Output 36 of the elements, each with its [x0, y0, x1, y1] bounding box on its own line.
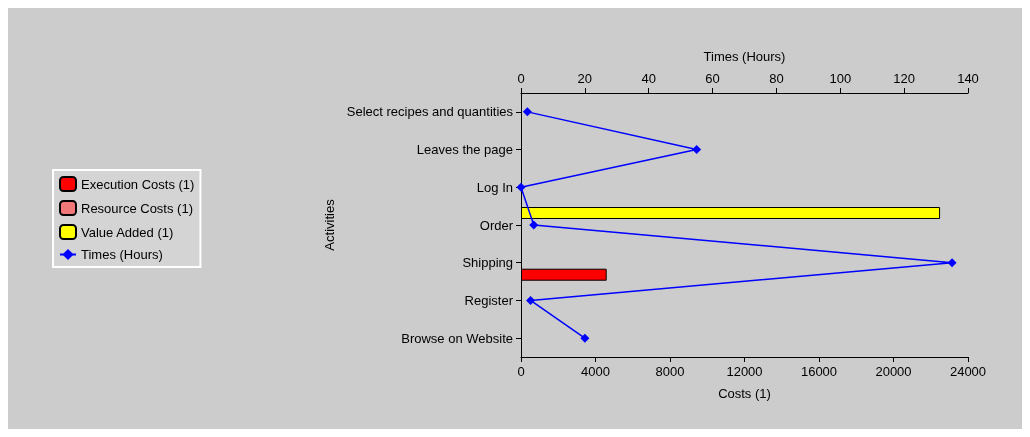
- legend-label: Execution Costs (1): [81, 176, 195, 192]
- x-tick-label: 20000: [875, 364, 912, 379]
- point: [522, 107, 532, 117]
- x2-tick-label: 100: [829, 71, 852, 86]
- point: [516, 182, 526, 192]
- y-tick-label: Log In: [476, 179, 513, 195]
- x2-tick-label: 40: [641, 71, 656, 86]
- y-tick-label: Shipping: [462, 255, 513, 271]
- y-tick-label: Register: [464, 292, 514, 308]
- x-tick-label: 12000: [726, 364, 763, 379]
- point: [947, 258, 957, 268]
- x2-tick-label: 80: [769, 71, 784, 86]
- y-tick-label: Select recipes and quantities: [346, 104, 514, 120]
- y-tick-label: Leaves the page: [416, 142, 513, 158]
- point: [526, 295, 536, 305]
- point: [692, 145, 702, 155]
- y-tick-label: Browse on Website: [401, 330, 513, 346]
- x2-tick-label: 0: [517, 71, 525, 86]
- point: [580, 333, 590, 343]
- y-axis-title: Activities: [322, 198, 337, 251]
- x-tick-label: 4000: [581, 364, 610, 379]
- x2-tick-label: 140: [957, 71, 979, 86]
- x2-tick-label: 60: [705, 71, 720, 86]
- x2-tick-label: 20: [577, 71, 593, 86]
- legend-label: Times (Hours): [81, 247, 163, 262]
- x2-tick-label: 120: [893, 71, 915, 86]
- point: [529, 220, 539, 230]
- x-axis-title: Costs (1): [718, 386, 771, 401]
- x-tick-label: 16000: [800, 364, 838, 379]
- x-tick-label: 24000: [949, 364, 987, 379]
- x-tick-label: 0: [517, 364, 525, 379]
- legend-label: Resource Costs (1): [81, 200, 193, 216]
- x2-axis-title: Times (Hours): [703, 49, 786, 64]
- legend-label: Value Added (1): [81, 224, 174, 240]
- x-tick-label: 8000: [655, 364, 685, 379]
- y-tick-label: Order: [479, 217, 514, 233]
